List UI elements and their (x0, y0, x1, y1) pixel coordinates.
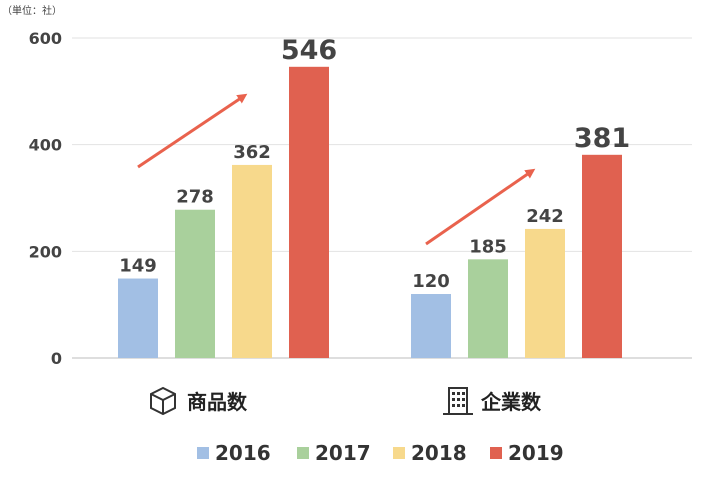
legend-label: 2019 (508, 441, 564, 465)
data-label: 381 (574, 123, 630, 154)
y-tick-label: 600 (29, 29, 62, 48)
building-icon-window (462, 398, 465, 401)
y-tick-label: 400 (29, 136, 62, 155)
legend-label: 2017 (315, 441, 371, 465)
legend-swatch-2018 (393, 447, 405, 459)
building-icon-window (462, 392, 465, 395)
bar-2018 (525, 228, 565, 358)
building-icon-window (462, 404, 465, 407)
building-icon (443, 387, 473, 415)
legend-label: 2016 (215, 441, 271, 465)
trend-arrow (425, 168, 536, 246)
data-label: 149 (119, 256, 157, 277)
bar-2019 (582, 154, 622, 358)
box-icon (150, 386, 176, 416)
trend-arrow (137, 93, 248, 169)
bar-2017 (175, 209, 215, 358)
data-label: 185 (469, 236, 507, 257)
bar-2017 (468, 259, 508, 358)
category-label-group: 商品数 (150, 386, 248, 416)
building-icon-window (457, 392, 460, 395)
box-icon-edges (150, 393, 176, 414)
category-label: 商品数 (187, 390, 248, 414)
y-tick-label: 200 (29, 242, 62, 261)
bar-2019 (289, 66, 329, 359)
category-label: 企業数 (480, 390, 542, 414)
data-label: 278 (176, 187, 214, 208)
category-label-group: 企業数 (443, 387, 542, 415)
bar-2016 (411, 294, 451, 358)
building-icon-window (452, 398, 455, 401)
data-label: 546 (281, 35, 337, 66)
data-label: 120 (412, 271, 450, 292)
unit-note: （単位：社） (2, 6, 62, 17)
legend-swatch-2016 (197, 447, 209, 459)
legend-label: 2018 (411, 441, 467, 465)
building-icon-window (452, 404, 455, 407)
bar-2016 (118, 278, 158, 358)
data-label: 242 (526, 206, 564, 227)
box-icon-outline (150, 386, 176, 416)
building-icon-window (457, 404, 460, 407)
legend-swatch-2017 (297, 447, 309, 459)
bar-2018 (232, 164, 272, 358)
y-tick-label: 0 (51, 349, 62, 368)
building-icon-window (452, 392, 455, 395)
legend-swatch-2019 (490, 447, 502, 459)
building-icon-window (457, 398, 460, 401)
data-label: 362 (233, 142, 271, 163)
